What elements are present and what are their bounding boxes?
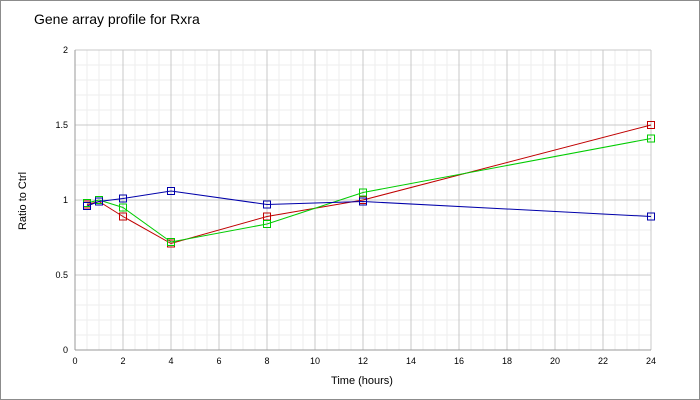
- x-tick-label: 22: [598, 356, 608, 366]
- x-tick-label: 2: [120, 356, 125, 366]
- y-tick-label: 0.5: [55, 270, 68, 280]
- x-tick-label: 18: [502, 356, 512, 366]
- axes: [74, 50, 651, 351]
- data-point-marker: [647, 212, 655, 221]
- data-point-marker: [119, 212, 127, 221]
- y-tick-label: 2: [63, 45, 68, 55]
- data-point-marker: [119, 194, 127, 203]
- data-point-marker: [263, 220, 271, 228]
- x-tick-label: 4: [168, 356, 173, 366]
- series-markers: [83, 121, 655, 248]
- data-point-marker: [263, 200, 271, 209]
- x-tick-label: 14: [406, 356, 416, 366]
- x-tick-label: 16: [454, 356, 464, 366]
- data-point-marker: [359, 197, 367, 206]
- x-tick-label: 20: [550, 356, 560, 366]
- y-tick-label: 1.5: [55, 120, 68, 130]
- x-tick-label: 10: [310, 356, 320, 366]
- data-point-marker: [119, 203, 127, 212]
- data-point-marker: [167, 238, 175, 246]
- data-point-marker: [167, 187, 175, 195]
- data-point-marker: [359, 188, 367, 197]
- x-tick-label: 24: [646, 356, 656, 366]
- series-lines: [86, 124, 652, 245]
- chart-title: Gene array profile for Rxra: [34, 11, 200, 27]
- y-tick-label: 0: [63, 345, 68, 355]
- series-line-3: [86, 190, 652, 217]
- series-line-2: [86, 138, 652, 243]
- data-point-marker: [647, 134, 655, 143]
- y-axis-label: Ratio to Ctrl: [17, 172, 29, 230]
- x-tick-label: 8: [264, 356, 269, 366]
- x-tick-label: 12: [358, 356, 368, 366]
- data-point-marker: [647, 121, 655, 129]
- series-line-1: [86, 124, 652, 245]
- x-axis-label: Time (hours): [331, 375, 393, 387]
- x-tick-label: 6: [216, 356, 221, 366]
- data-point-marker: [83, 202, 91, 210]
- y-tick-label: 1: [63, 195, 68, 205]
- x-tick-label: 0: [72, 356, 77, 366]
- data-point-marker: [95, 197, 103, 206]
